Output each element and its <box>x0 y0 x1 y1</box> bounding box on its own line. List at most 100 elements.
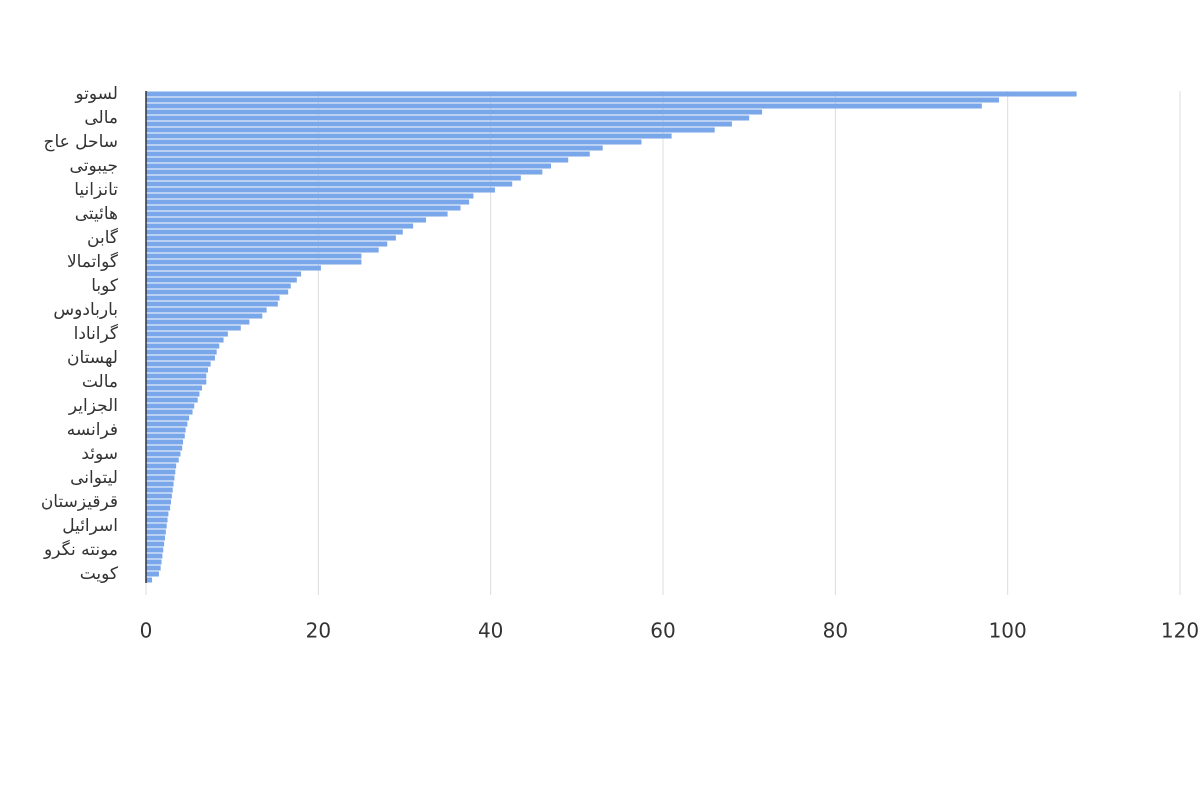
bar <box>146 397 198 403</box>
bar <box>146 265 321 271</box>
bar <box>146 331 228 337</box>
bar <box>146 373 207 379</box>
bar <box>146 523 167 529</box>
bar <box>146 559 162 565</box>
y-tick-label: مونته نگرو <box>43 539 118 560</box>
bar <box>146 445 183 451</box>
bar <box>146 493 172 499</box>
x-tick-label: 0 <box>140 619 153 643</box>
bar <box>146 499 171 505</box>
bar <box>146 229 403 235</box>
bar <box>146 121 732 127</box>
bar <box>146 145 603 151</box>
y-tick-label: باربادوس <box>53 300 118 320</box>
bar <box>146 205 461 211</box>
bar <box>146 457 179 463</box>
bar <box>146 517 168 523</box>
y-tick-label: مالت <box>82 372 118 392</box>
bar <box>146 175 521 181</box>
x-tick-label: 100 <box>989 619 1027 643</box>
bar <box>146 313 263 319</box>
bar <box>146 325 241 331</box>
x-tick-label: 20 <box>306 619 331 643</box>
y-tick-label: اسرائیل <box>62 516 118 536</box>
bar <box>146 307 267 313</box>
bar <box>146 295 280 301</box>
bar <box>146 451 181 457</box>
x-tick-label: 80 <box>823 619 848 643</box>
bar <box>146 481 174 487</box>
y-tick-label: سوئد <box>81 444 118 464</box>
y-tick-label: قرقیزستان <box>41 492 118 512</box>
x-tick-label: 60 <box>650 619 675 643</box>
bar <box>146 475 175 481</box>
y-tick-label: گابن <box>87 227 119 248</box>
bar <box>146 463 177 469</box>
bar <box>146 367 209 373</box>
y-tick-label: لیتوانی <box>70 468 118 488</box>
bar <box>146 415 190 421</box>
bar <box>146 97 1000 103</box>
bar <box>146 277 297 283</box>
y-tick-label: تانزانیا <box>74 180 118 200</box>
bar <box>146 193 474 199</box>
bar <box>146 259 362 265</box>
bar <box>146 355 215 361</box>
bar <box>146 565 161 571</box>
bar <box>146 391 200 397</box>
y-tick-label: گواتمالا <box>67 251 119 272</box>
bar <box>146 91 1077 97</box>
bar <box>146 469 176 475</box>
y-tick-label: مالی <box>84 108 118 128</box>
bar <box>146 241 388 247</box>
bar <box>146 103 982 109</box>
y-tick-label: ساحل عاج <box>43 132 118 152</box>
y-tick-label: جیبوتی <box>70 156 118 176</box>
y-tick-label: کویت <box>80 564 119 584</box>
bar <box>146 337 224 343</box>
y-tick-label: لهستان <box>67 348 118 368</box>
bar <box>146 187 495 193</box>
bar <box>146 535 165 541</box>
y-tick-label: کوبا <box>91 276 119 296</box>
bar <box>146 247 379 253</box>
y-tick-label: گرانادا <box>74 323 119 344</box>
bar <box>146 253 362 259</box>
bar <box>146 421 188 427</box>
bar <box>146 163 551 169</box>
bar <box>146 439 184 445</box>
bar <box>146 235 396 241</box>
bar <box>146 109 763 115</box>
bar <box>146 157 569 163</box>
bar <box>146 409 193 415</box>
bar <box>146 151 590 157</box>
bar <box>146 547 164 553</box>
bar <box>146 127 715 133</box>
x-tick-label: 120 <box>1161 619 1199 643</box>
bar <box>146 301 278 307</box>
bar <box>146 199 470 205</box>
y-tick-label: لسوتو <box>74 84 118 104</box>
bar <box>146 577 153 583</box>
bar <box>146 139 642 145</box>
bar <box>146 571 159 577</box>
bar <box>146 283 291 289</box>
bar <box>146 217 427 223</box>
bar <box>146 529 166 535</box>
x-tick-label: 40 <box>478 619 503 643</box>
bar <box>146 541 165 547</box>
bar <box>146 223 414 229</box>
y-tick-label: الجزایر <box>68 396 118 416</box>
bar <box>146 343 220 349</box>
bar <box>146 349 217 355</box>
bar <box>146 403 195 409</box>
bar <box>146 169 543 175</box>
bar <box>146 433 185 439</box>
bar <box>146 319 250 325</box>
bar <box>146 553 163 559</box>
bar <box>146 427 186 433</box>
bar <box>146 211 448 217</box>
bar <box>146 385 203 391</box>
y-tick-label: هائیتی <box>75 204 118 224</box>
